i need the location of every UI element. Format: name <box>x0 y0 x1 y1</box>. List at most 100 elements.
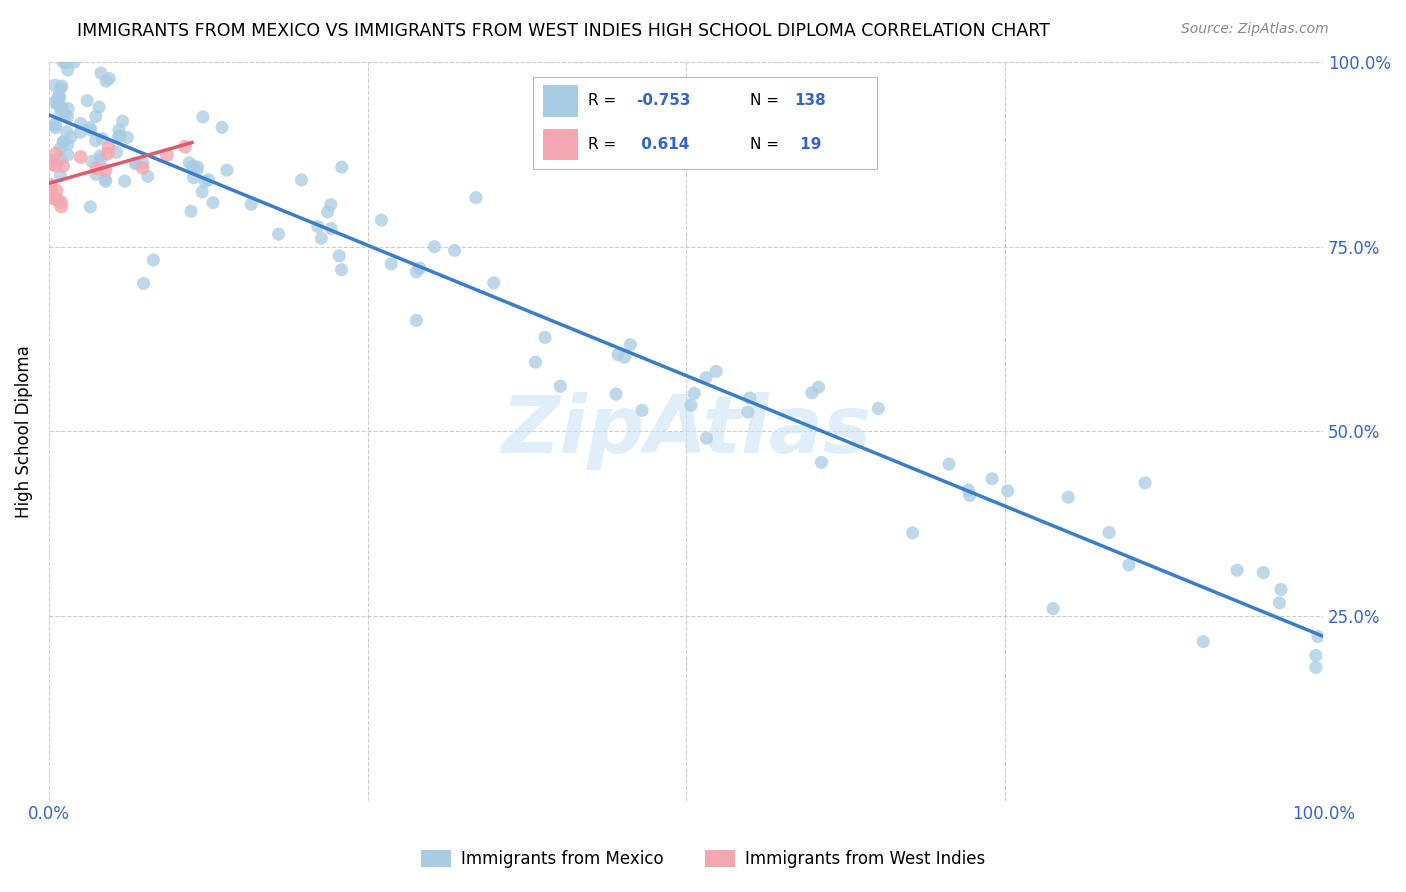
Point <box>48 91 70 105</box>
Point <box>550 379 572 393</box>
Point <box>55 55 77 70</box>
Point <box>56 102 79 116</box>
Point <box>1192 634 1215 648</box>
Point <box>41 153 63 167</box>
Point <box>41 118 63 132</box>
Point <box>46 97 69 112</box>
Point <box>868 401 890 416</box>
Point <box>49 199 72 213</box>
Point <box>56 137 79 152</box>
Point <box>1133 475 1156 490</box>
Point <box>56 148 79 162</box>
Point <box>607 348 630 362</box>
Point <box>156 148 179 162</box>
Point <box>307 219 329 234</box>
Point <box>124 156 146 170</box>
Point <box>49 81 72 95</box>
Point <box>46 193 69 207</box>
Point <box>91 131 114 145</box>
Point <box>1226 563 1249 577</box>
Text: IMMIGRANTS FROM MEXICO VS IMMIGRANTS FROM WEST INDIES HIGH SCHOOL DIPLOMA CORREL: IMMIGRANTS FROM MEXICO VS IMMIGRANTS FRO… <box>77 22 1050 40</box>
Point <box>63 55 86 70</box>
Point <box>49 169 72 183</box>
Point <box>136 169 159 184</box>
Point <box>695 431 717 445</box>
Point <box>321 221 343 235</box>
Point <box>114 174 136 188</box>
Text: Source: ZipAtlas.com: Source: ZipAtlas.com <box>1181 22 1329 37</box>
Point <box>619 337 641 351</box>
Point <box>704 364 727 378</box>
Point <box>111 114 134 128</box>
Point <box>738 391 761 405</box>
Point <box>405 265 427 279</box>
Point <box>39 178 62 192</box>
Point <box>240 197 263 211</box>
Point <box>44 95 66 110</box>
Point <box>46 92 69 106</box>
Point <box>69 125 91 139</box>
Point <box>405 313 427 327</box>
Point <box>957 483 980 497</box>
Point <box>46 193 69 207</box>
Point <box>443 244 465 258</box>
Point <box>125 157 148 171</box>
Point <box>191 110 214 124</box>
Point <box>53 108 76 122</box>
Point <box>1042 601 1064 615</box>
Point <box>84 168 107 182</box>
Point <box>132 156 155 170</box>
Point <box>107 129 129 144</box>
Point <box>56 62 79 77</box>
Point <box>807 380 830 394</box>
Point <box>56 55 79 70</box>
Point <box>86 161 108 176</box>
Point <box>695 370 717 384</box>
Point <box>316 205 339 219</box>
Point <box>51 79 73 94</box>
Point <box>631 403 654 417</box>
Point <box>51 101 73 115</box>
Point <box>52 135 75 149</box>
Point <box>49 152 72 166</box>
Point <box>79 120 101 135</box>
Point <box>132 277 155 291</box>
Point <box>180 204 202 219</box>
Point <box>181 160 204 174</box>
Point <box>186 160 208 174</box>
Point <box>89 153 111 167</box>
Point <box>94 163 117 178</box>
Point <box>179 155 201 169</box>
Point <box>49 195 72 210</box>
Point <box>267 227 290 242</box>
Legend: Immigrants from Mexico, Immigrants from West Indies: Immigrants from Mexico, Immigrants from … <box>413 843 993 875</box>
Point <box>201 195 224 210</box>
Point <box>482 276 505 290</box>
Point <box>90 66 112 80</box>
Point <box>981 472 1004 486</box>
Point <box>41 157 63 171</box>
Point <box>1305 660 1327 674</box>
Point <box>52 135 75 149</box>
Point <box>39 184 62 198</box>
Point <box>131 161 153 175</box>
Point <box>605 387 627 401</box>
Point <box>69 116 91 130</box>
Point <box>48 88 70 103</box>
Point <box>380 257 402 271</box>
Point <box>1305 648 1327 663</box>
Point <box>328 249 350 263</box>
Point <box>1118 558 1140 572</box>
Point <box>211 120 233 135</box>
Point <box>52 55 75 70</box>
Point <box>44 78 66 93</box>
Point <box>49 105 72 120</box>
Point <box>79 200 101 214</box>
Point <box>49 142 72 156</box>
Point <box>409 261 432 276</box>
Point <box>534 330 557 344</box>
Point <box>97 140 120 154</box>
Point <box>197 172 219 186</box>
Point <box>319 197 342 211</box>
Point <box>901 525 924 540</box>
